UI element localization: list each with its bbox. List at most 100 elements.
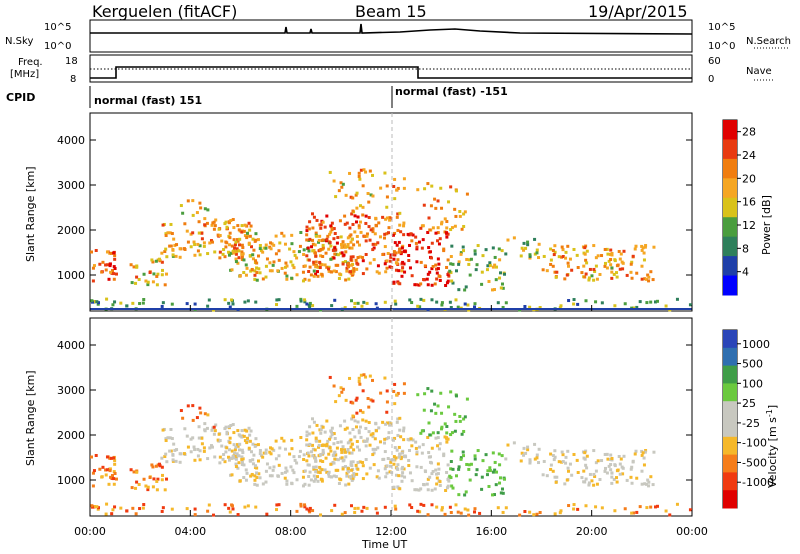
power-cell xyxy=(319,254,323,258)
velocity-cell xyxy=(353,435,357,439)
power-cell xyxy=(245,231,249,235)
power-cell xyxy=(363,234,367,238)
power-cell xyxy=(234,257,238,261)
power-cell xyxy=(247,221,251,225)
velocity-cell xyxy=(362,373,366,377)
power-cell xyxy=(202,244,206,248)
power-cell xyxy=(261,250,265,254)
power-cell xyxy=(341,262,345,266)
velocity-cell xyxy=(338,424,342,428)
power-cell xyxy=(426,230,430,234)
velocity-cell xyxy=(224,450,228,454)
velocity-cell xyxy=(236,466,240,470)
power-cell xyxy=(474,268,478,272)
velocity-cell xyxy=(358,382,362,386)
velocity-cell xyxy=(361,410,365,414)
power-cell xyxy=(275,303,279,307)
power-cell xyxy=(355,234,359,238)
velocity-cell xyxy=(572,503,576,507)
power-cell xyxy=(445,235,449,239)
power-cell xyxy=(520,246,524,250)
velocity-cell xyxy=(302,453,306,457)
power-cell xyxy=(148,271,152,275)
velocity-cell xyxy=(488,466,492,470)
velocity-cell xyxy=(445,470,449,474)
velocity-cell xyxy=(317,470,321,474)
velocity-cell xyxy=(402,391,406,395)
velocity-cell xyxy=(560,460,564,464)
velocity-cell xyxy=(605,471,609,475)
power-colorbar-block xyxy=(723,120,737,140)
velocity-cell xyxy=(345,471,349,475)
velocity-cell xyxy=(402,467,406,471)
power-cell xyxy=(501,286,505,290)
power-cell xyxy=(164,234,168,238)
power-cell xyxy=(329,244,333,248)
power-cell xyxy=(381,252,385,256)
power-cell xyxy=(211,308,215,312)
power-y-label: Slant Range [km] xyxy=(24,166,37,262)
power-cell xyxy=(332,179,336,183)
power-cell xyxy=(618,267,622,271)
velocity-cell xyxy=(428,455,432,459)
velocity-cell xyxy=(613,509,617,513)
velocity-cell xyxy=(419,431,423,435)
velocity-cell xyxy=(393,504,397,508)
power-cell xyxy=(353,214,357,218)
power-colorbar-tick-label: 24 xyxy=(742,149,756,162)
power-cell xyxy=(361,184,365,188)
velocity-cell xyxy=(474,473,478,477)
velocity-cell xyxy=(392,458,396,462)
power-cell xyxy=(163,250,167,254)
power-cell xyxy=(355,267,359,271)
velocity-cell xyxy=(108,456,112,460)
velocity-cell xyxy=(283,447,287,451)
power-colorbar-block xyxy=(723,217,737,238)
velocity-cell xyxy=(480,487,484,491)
power-cell xyxy=(280,266,284,270)
velocity-cell xyxy=(649,475,653,479)
power-cell xyxy=(312,260,316,264)
velocity-cell xyxy=(389,458,393,462)
power-cell xyxy=(549,258,553,262)
velocity-cell xyxy=(610,471,614,475)
velocity-cell xyxy=(561,460,565,464)
power-cell xyxy=(496,301,500,305)
velocity-cell xyxy=(398,452,402,456)
velocity-cell xyxy=(646,478,650,482)
velocity-cell xyxy=(396,417,400,421)
velocity-cell xyxy=(351,476,355,480)
power-cell xyxy=(311,249,315,253)
velocity-cell xyxy=(254,464,258,468)
velocity-cell xyxy=(130,486,134,490)
power-cell xyxy=(171,248,175,252)
velocity-cell xyxy=(369,433,373,437)
velocity-cell xyxy=(308,470,312,474)
velocity-cell xyxy=(435,505,439,509)
power-cell xyxy=(343,306,347,310)
power-cell xyxy=(555,270,559,274)
power-cell xyxy=(292,266,296,270)
velocity-cell xyxy=(438,480,442,484)
velocity-cell xyxy=(333,503,337,507)
velocity-cell xyxy=(576,507,580,511)
velocity-cell xyxy=(232,456,236,460)
velocity-cell xyxy=(213,455,217,459)
velocity-cell xyxy=(607,464,611,468)
power-cell xyxy=(109,270,113,274)
power-cell xyxy=(552,253,556,257)
power-cell xyxy=(469,257,473,261)
velocity-cell xyxy=(592,449,596,453)
velocity-cell xyxy=(329,462,333,466)
velocity-cell xyxy=(104,468,108,472)
velocity-cell xyxy=(307,475,311,479)
power-cell xyxy=(311,212,315,216)
velocity-cell xyxy=(469,462,473,466)
power-cell xyxy=(241,246,245,250)
velocity-cell xyxy=(193,507,197,511)
power-cell xyxy=(600,254,604,258)
power-cell xyxy=(500,282,504,286)
velocity-cell xyxy=(268,466,272,470)
power-cell xyxy=(340,185,344,189)
power-cell xyxy=(459,252,463,256)
